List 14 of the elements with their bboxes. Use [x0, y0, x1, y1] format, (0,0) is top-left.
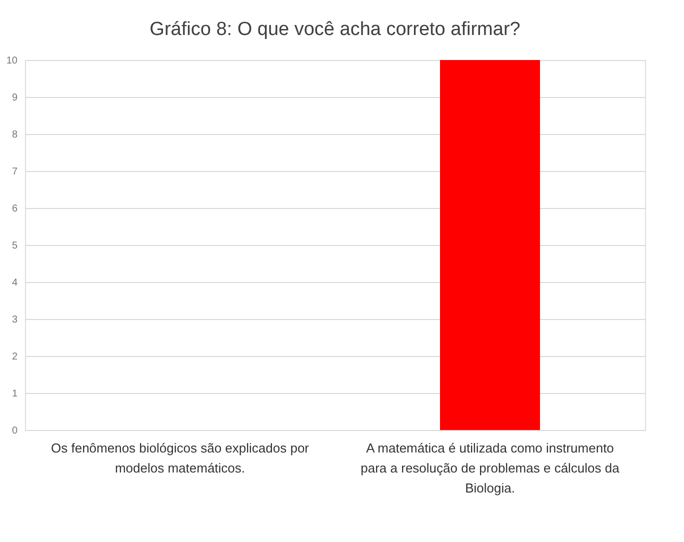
- x-tick-label: Os fenômenos biológicos são explicados por modelos matemáticos.: [51, 440, 310, 476]
- y-tick-label: 8: [12, 130, 18, 140]
- y-tick-label: 7: [12, 166, 18, 178]
- y-tick-label: 5: [12, 240, 18, 252]
- y-tick-label: 4: [12, 278, 18, 288]
- chart-title: Gráfico 8: O que você acha correto afirmar?: [150, 19, 520, 40]
- y-tick-label: 9: [12, 92, 18, 104]
- y-tick-label: 2: [12, 352, 18, 362]
- y-tick-label: 0: [12, 426, 18, 436]
- y-tick-label: 10: [6, 56, 18, 66]
- y-tick-label: 6: [12, 204, 18, 214]
- y-tick-label: 3: [12, 314, 18, 326]
- x-tick-label: A matemática é utilizada como instrumento para a resolução de problemas e cálculos da Biologia.: [360, 440, 620, 496]
- y-tick-label: 1: [12, 388, 18, 400]
